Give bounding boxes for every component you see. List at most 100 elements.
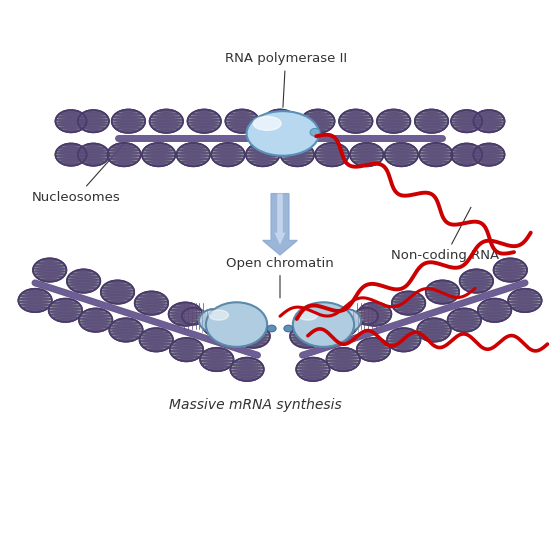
Ellipse shape <box>451 122 482 124</box>
Ellipse shape <box>358 164 375 166</box>
Ellipse shape <box>202 363 232 365</box>
Ellipse shape <box>423 110 440 113</box>
Ellipse shape <box>231 370 263 372</box>
Ellipse shape <box>324 314 357 337</box>
Ellipse shape <box>211 314 228 316</box>
Ellipse shape <box>143 332 169 334</box>
Ellipse shape <box>143 346 169 348</box>
Ellipse shape <box>34 268 66 270</box>
Ellipse shape <box>377 110 410 133</box>
Ellipse shape <box>350 143 384 166</box>
Ellipse shape <box>254 143 271 146</box>
Ellipse shape <box>420 152 452 154</box>
Ellipse shape <box>188 122 221 124</box>
Ellipse shape <box>245 345 262 347</box>
Ellipse shape <box>151 116 181 118</box>
Ellipse shape <box>479 314 510 316</box>
Ellipse shape <box>456 309 473 311</box>
Ellipse shape <box>143 292 160 294</box>
Ellipse shape <box>300 375 326 377</box>
Ellipse shape <box>385 110 402 113</box>
Ellipse shape <box>323 164 340 166</box>
Ellipse shape <box>478 311 511 313</box>
Ellipse shape <box>191 127 217 129</box>
Ellipse shape <box>169 315 202 316</box>
Ellipse shape <box>68 276 99 278</box>
Ellipse shape <box>204 328 235 330</box>
Ellipse shape <box>451 152 482 154</box>
Ellipse shape <box>79 309 113 332</box>
Ellipse shape <box>324 323 357 325</box>
Ellipse shape <box>482 316 507 319</box>
Ellipse shape <box>41 279 58 281</box>
Ellipse shape <box>267 113 293 115</box>
Ellipse shape <box>79 150 108 152</box>
Ellipse shape <box>138 309 165 311</box>
Ellipse shape <box>455 147 479 149</box>
Ellipse shape <box>416 124 447 127</box>
Ellipse shape <box>22 292 48 295</box>
Ellipse shape <box>327 360 360 362</box>
Ellipse shape <box>351 155 383 157</box>
Ellipse shape <box>302 122 334 124</box>
Ellipse shape <box>510 304 540 306</box>
Ellipse shape <box>474 155 504 157</box>
Ellipse shape <box>481 130 497 132</box>
Ellipse shape <box>178 150 208 151</box>
Ellipse shape <box>294 328 320 330</box>
Ellipse shape <box>78 122 109 124</box>
Ellipse shape <box>120 130 137 132</box>
Ellipse shape <box>206 317 232 319</box>
Ellipse shape <box>185 164 202 166</box>
Ellipse shape <box>215 161 241 163</box>
Ellipse shape <box>226 119 258 121</box>
Text: RNA polymerase II: RNA polymerase II <box>225 53 347 108</box>
Ellipse shape <box>174 342 199 344</box>
Ellipse shape <box>497 276 524 278</box>
Ellipse shape <box>319 147 345 148</box>
Ellipse shape <box>83 312 109 314</box>
Ellipse shape <box>455 127 479 129</box>
Ellipse shape <box>177 323 194 325</box>
Ellipse shape <box>245 325 262 327</box>
Ellipse shape <box>22 306 48 309</box>
Ellipse shape <box>180 147 206 148</box>
Ellipse shape <box>87 329 104 331</box>
Ellipse shape <box>427 164 445 166</box>
Ellipse shape <box>365 339 382 341</box>
Ellipse shape <box>109 281 126 283</box>
Ellipse shape <box>386 150 417 151</box>
Ellipse shape <box>75 270 92 272</box>
Ellipse shape <box>358 344 389 347</box>
Ellipse shape <box>449 323 479 325</box>
Ellipse shape <box>388 340 420 342</box>
Ellipse shape <box>366 303 383 305</box>
Ellipse shape <box>36 262 63 264</box>
Ellipse shape <box>113 322 139 324</box>
Ellipse shape <box>171 353 202 355</box>
Ellipse shape <box>481 111 497 113</box>
Ellipse shape <box>502 259 519 261</box>
Ellipse shape <box>108 152 140 154</box>
Ellipse shape <box>208 368 226 371</box>
Ellipse shape <box>416 122 448 124</box>
Ellipse shape <box>20 295 50 297</box>
Ellipse shape <box>202 354 232 356</box>
Ellipse shape <box>85 144 101 146</box>
Ellipse shape <box>298 325 315 327</box>
Ellipse shape <box>393 164 410 166</box>
Ellipse shape <box>325 320 356 322</box>
Ellipse shape <box>358 143 375 146</box>
Ellipse shape <box>109 158 139 160</box>
Ellipse shape <box>300 361 326 363</box>
Ellipse shape <box>421 150 451 151</box>
Ellipse shape <box>109 150 139 151</box>
Ellipse shape <box>494 268 526 270</box>
Ellipse shape <box>146 161 172 163</box>
Ellipse shape <box>178 358 195 361</box>
Ellipse shape <box>135 301 167 303</box>
Ellipse shape <box>430 284 455 286</box>
Ellipse shape <box>67 278 100 281</box>
Ellipse shape <box>328 317 354 319</box>
Ellipse shape <box>516 309 534 311</box>
